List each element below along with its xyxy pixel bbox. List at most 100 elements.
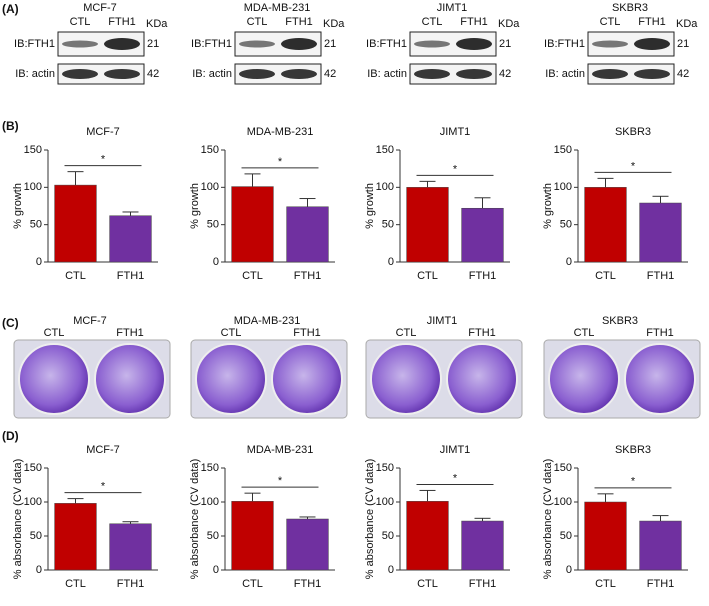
x-tick-label: CTL [595, 270, 616, 282]
row-label: IB: actin [545, 68, 585, 80]
well [370, 343, 442, 415]
y-tick-label: 50 [207, 219, 219, 231]
kda-value: 42 [147, 68, 159, 80]
significance-mark: * [631, 476, 636, 488]
y-tick-label: 0 [388, 564, 394, 576]
well [18, 343, 90, 415]
well [624, 343, 696, 415]
y-tick-label: 150 [201, 462, 219, 474]
lane-label: CTL [70, 16, 91, 28]
y-tick-label: 0 [566, 564, 572, 576]
significance-mark: * [278, 475, 283, 487]
significance-mark: * [101, 481, 106, 493]
blot-band [104, 69, 140, 79]
row-label: IB: actin [367, 68, 407, 80]
blot-band [456, 69, 492, 79]
blot-title: MCF-7 [83, 2, 117, 14]
row-label: IB:FTH1 [366, 38, 407, 50]
well-label: FTH1 [646, 327, 674, 339]
x-tick-label: FTH1 [294, 578, 322, 590]
significance-mark: * [631, 160, 636, 172]
y-tick-label: 0 [213, 564, 219, 576]
row-label: IB:FTH1 [544, 38, 585, 50]
bar [109, 523, 152, 571]
y-tick-label: 50 [207, 530, 219, 542]
bar [584, 501, 627, 571]
lane-label: CTL [422, 16, 443, 28]
blot-box [587, 63, 675, 85]
blot-band [62, 69, 98, 79]
blot-band [62, 40, 98, 48]
panel-label: (A) [2, 2, 19, 16]
well-label: CTL [44, 327, 65, 339]
x-tick-label: CTL [417, 270, 438, 282]
kda-unit: KDa [676, 18, 698, 30]
chart-title: SKBR3 [615, 444, 651, 456]
kda-unit: KDa [323, 18, 345, 30]
lane-label: FTH1 [460, 16, 488, 28]
x-tick-label: FTH1 [117, 578, 145, 590]
plate-title: SKBR3 [602, 315, 638, 327]
y-tick-label: 0 [36, 564, 42, 576]
well-label: CTL [574, 327, 595, 339]
y-tick-label: 50 [30, 219, 42, 231]
y-label: % growth [364, 183, 376, 229]
kda-unit: KDa [146, 18, 168, 30]
well [94, 343, 166, 415]
y-tick-label: 100 [24, 181, 42, 193]
y-tick-label: 150 [376, 462, 394, 474]
y-tick-label: 150 [24, 462, 42, 474]
panel-label: (D) [2, 429, 19, 443]
chart-title: JIMT1 [440, 444, 471, 456]
well-label: FTH1 [293, 327, 321, 339]
blot-band [414, 40, 450, 48]
blot-band [414, 69, 450, 79]
panel-label: (C) [2, 316, 19, 330]
blot-box [409, 63, 497, 85]
x-tick-label: CTL [65, 270, 86, 282]
bar [231, 501, 274, 571]
chart-title: MDA-MB-231 [247, 126, 314, 138]
bar [109, 215, 152, 263]
bar [639, 202, 682, 263]
plate-title: MCF-7 [73, 315, 107, 327]
y-tick-label: 100 [554, 496, 572, 508]
y-tick-label: 50 [30, 530, 42, 542]
x-tick-label: CTL [242, 270, 263, 282]
significance-mark: * [453, 163, 458, 175]
lane-label: CTL [247, 16, 268, 28]
y-tick-label: 150 [201, 144, 219, 156]
x-tick-label: CTL [65, 578, 86, 590]
bar [406, 187, 449, 263]
blot-title: JIMT1 [437, 2, 468, 14]
x-tick-label: FTH1 [469, 270, 497, 282]
x-tick-label: FTH1 [117, 270, 145, 282]
blot-title: SKBR3 [612, 2, 648, 14]
y-tick-label: 0 [36, 256, 42, 268]
row-label: IB:FTH1 [14, 38, 55, 50]
y-label: % absorbance (CV data) [189, 459, 201, 579]
well-label: CTL [396, 327, 417, 339]
well [271, 343, 343, 415]
blot-band [281, 38, 317, 50]
row-label: IB: actin [192, 68, 232, 80]
significance-mark: * [278, 156, 283, 168]
blot-band [592, 40, 628, 48]
x-tick-label: CTL [242, 578, 263, 590]
bar [584, 187, 627, 263]
x-tick-label: FTH1 [469, 578, 497, 590]
kda-value: 21 [499, 38, 511, 50]
panel-label: (B) [2, 119, 19, 133]
y-label: % absorbance (CV data) [542, 459, 554, 579]
blot-box [234, 63, 322, 85]
plate-title: MDA-MB-231 [234, 315, 301, 327]
y-tick-label: 50 [382, 530, 394, 542]
chart-title: MDA-MB-231 [247, 444, 314, 456]
bar [461, 207, 504, 263]
bar [231, 186, 274, 263]
kda-unit: KDa [498, 18, 520, 30]
y-label: % growth [189, 183, 201, 229]
significance-mark: * [453, 472, 458, 484]
blot-box [57, 63, 145, 85]
